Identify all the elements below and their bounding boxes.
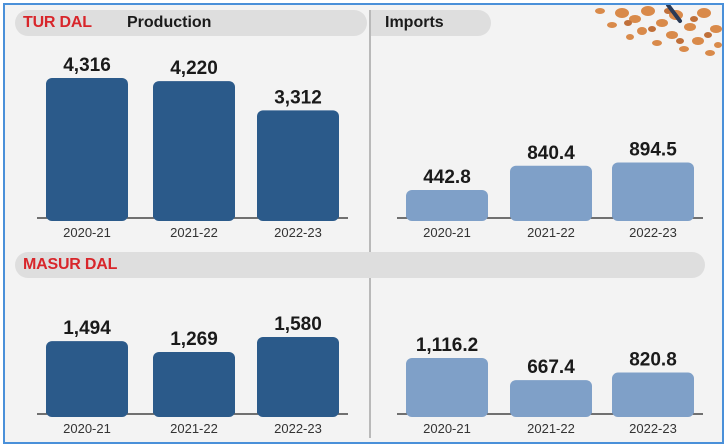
lentils-image	[595, 5, 722, 56]
imports-heading: Imports	[385, 14, 444, 31]
tur-dal-header-band	[15, 10, 367, 36]
tur-production-category-label: 2020-21	[63, 225, 111, 240]
masur-production-bar-2022-23	[257, 337, 339, 417]
tur-production-category-label: 2021-22	[170, 225, 218, 240]
tur-production-bar-base-2020-21	[46, 211, 128, 217]
masur-production-value-label: 1,494	[63, 318, 111, 339]
production-heading: Production	[127, 14, 212, 31]
column-divider	[369, 10, 371, 438]
masur-imports-value-label: 667.4	[527, 357, 575, 378]
tur-imports-bar-2022-23	[612, 162, 694, 221]
masur-production-bar-2020-21	[46, 341, 128, 417]
tur-production-bar-2021-22	[153, 81, 235, 221]
tur-imports-value-label: 442.8	[423, 167, 471, 188]
masur-imports-value-label: 820.8	[629, 350, 677, 371]
masur-imports-category-label: 2020-21	[423, 421, 471, 436]
masur-imports-category-label: 2022-23	[629, 421, 677, 436]
masur-dal-header-band	[15, 252, 705, 278]
masur-production-value-label: 1,269	[170, 329, 218, 350]
tur-imports-bar-base-2021-22	[510, 211, 592, 217]
masur-dal-tag: MASUR DAL	[23, 256, 118, 273]
tur-dal-tag: TUR DAL	[23, 14, 92, 31]
masur-imports-value-label: 1,116.2	[416, 335, 478, 356]
infographic-frame: TUR DAL Production Imports MASUR DAL 4,3…	[3, 3, 724, 444]
masur-production-category-label: 2022-23	[274, 421, 322, 436]
tur-imports-bar-base-2020-21	[406, 211, 488, 217]
masur-imports-bar-base-2020-21	[406, 407, 488, 413]
masur-imports-bar-base-2022-23	[612, 407, 694, 413]
tur-imports-value-label: 894.5	[629, 139, 677, 160]
masur-production-bar-base-2020-21	[46, 407, 128, 413]
tur-dal-imports-header-band	[371, 10, 491, 36]
masur-production-category-label: 2020-21	[63, 421, 111, 436]
tur-production-value-label: 3,312	[274, 87, 322, 108]
tur-production-bar-2020-21	[46, 78, 128, 221]
tur-production-bar-base-2022-23	[257, 211, 339, 217]
masur-production-bar-base-2021-22	[153, 407, 235, 413]
tur-imports-category-label: 2022-23	[629, 225, 677, 240]
masur-imports-bar-base-2021-22	[510, 407, 592, 413]
masur-imports-bar-2020-21	[406, 358, 488, 417]
masur-production-category-label: 2021-22	[170, 421, 218, 436]
masur-production-bar-base-2022-23	[257, 407, 339, 413]
masur-imports-category-label: 2021-22	[527, 421, 575, 436]
tur-production-bar-2022-23	[257, 110, 339, 221]
tur-production-value-label: 4,316	[63, 55, 111, 76]
masur-production-value-label: 1,580	[274, 314, 322, 335]
masur-imports-bar-2022-23	[612, 372, 694, 417]
tur-production-value-label: 4,220	[170, 58, 218, 79]
tur-imports-category-label: 2020-21	[423, 225, 471, 240]
bar-charts: 4,316 2020-21 4,220 2021-22 3,312 2022-23 442.…	[37, 55, 703, 436]
tur-production-category-label: 2022-23	[274, 225, 322, 240]
tur-imports-value-label: 840.4	[527, 143, 575, 164]
tur-imports-bar-2021-22	[510, 165, 592, 221]
tur-imports-category-label: 2021-22	[527, 225, 575, 240]
tur-imports-bar-base-2022-23	[612, 211, 694, 217]
masur-production-bar-2021-22	[153, 351, 235, 417]
tur-production-bar-base-2021-22	[153, 211, 235, 217]
